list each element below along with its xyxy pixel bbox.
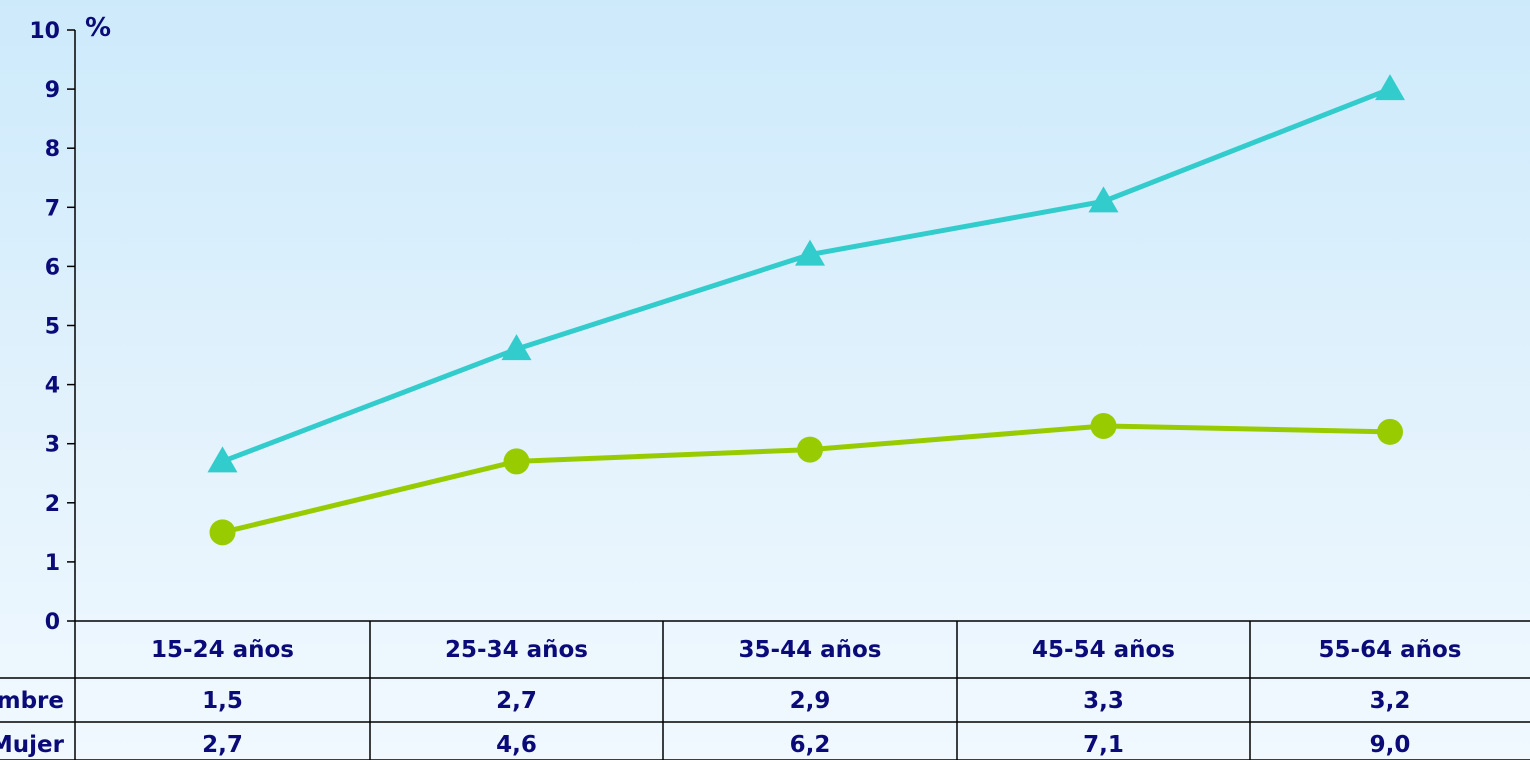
data-point-hombre [797, 436, 823, 463]
category-label: 15-24 años [151, 637, 294, 663]
y-tick-label: 3 [45, 433, 60, 458]
y-tick-label: 4 [45, 374, 60, 399]
y-tick-label: 8 [45, 137, 60, 162]
data-point-mujer [1088, 186, 1119, 213]
y-tick-label: 5 [45, 315, 60, 340]
y-axis-unit-label: % [85, 13, 111, 43]
data-label: 3,3 [1083, 688, 1124, 714]
data-label: 6,2 [790, 732, 831, 758]
y-tick-label: 2 [45, 492, 60, 517]
data-label: 1,5 [202, 688, 243, 714]
legend-entry-hombre: Hombre [0, 688, 64, 714]
data-point-hombre [209, 519, 236, 546]
data-point-mujer [795, 239, 825, 266]
series-line-mujer [221, 86, 1391, 464]
y-tick-label: 10 [29, 19, 60, 44]
data-label: 3,2 [1370, 688, 1411, 714]
y-tick-label: 6 [45, 255, 60, 280]
data-label: 7,1 [1083, 732, 1124, 758]
data-point-hombre [503, 448, 530, 475]
data-label: 2,9 [790, 688, 831, 714]
y-tick-label: 1 [45, 551, 60, 576]
data-point-hombre [1377, 418, 1403, 445]
category-label: 55-64 años [1319, 637, 1462, 663]
data-point-hombre [1090, 412, 1117, 439]
y-tick-label: 7 [45, 196, 60, 221]
data-point-mujer [1375, 74, 1405, 101]
category-label: 45-54 años [1032, 637, 1175, 663]
category-label: 35-44 años [739, 637, 882, 663]
data-label: 2,7 [202, 732, 243, 758]
data-point-mujer [501, 334, 532, 361]
y-tick-label: 9 [45, 78, 60, 103]
category-label: 25-34 años [445, 637, 588, 663]
data-label: 9,0 [1370, 732, 1411, 758]
data-label: 4,6 [496, 732, 537, 758]
y-tick-label: 0 [45, 610, 60, 635]
data-point-mujer [207, 446, 238, 473]
data-label: 2,7 [496, 688, 537, 714]
legend-entry-mujer: Mujer [0, 732, 65, 758]
